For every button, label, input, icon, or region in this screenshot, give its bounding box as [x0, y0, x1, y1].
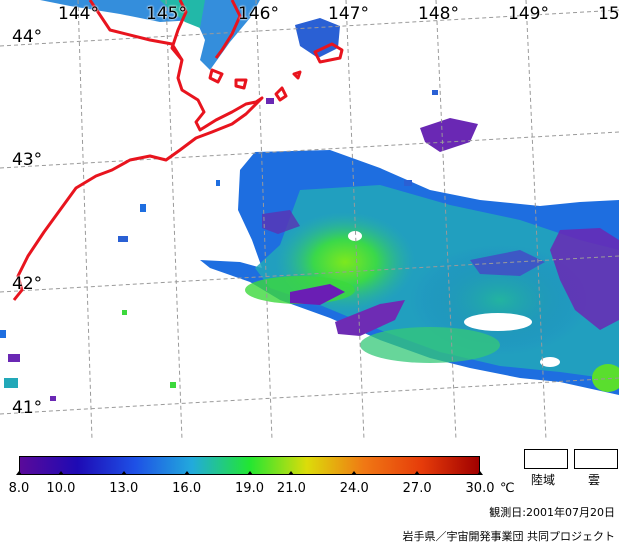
- scale-tick-mark: [183, 471, 190, 475]
- scale-tick-label: 21.0: [276, 481, 306, 496]
- observation-date: 観測日:2001年07月20日: [489, 506, 615, 519]
- cloud-key-swatch: [574, 449, 618, 469]
- cold-patch-4: [262, 210, 300, 234]
- scale-tick-mark: [477, 471, 483, 475]
- scale-tick-label: 24.0: [339, 481, 369, 496]
- longitude-label-148: 148°: [418, 4, 459, 24]
- scale-tick-mark: [120, 471, 127, 475]
- sst-north-patches: [40, 0, 478, 152]
- scale-tick-label: 27.0: [402, 481, 432, 496]
- scale-tick-label: 30.0: [465, 481, 495, 496]
- north-strip-teal: [160, 0, 205, 28]
- north-east-patch: [295, 18, 340, 58]
- latitude-label-43: 43°: [12, 150, 43, 170]
- hokkaido-coast: [12, 0, 264, 301]
- cloud-gap-3: [540, 357, 560, 367]
- scale-tick-mark: [16, 471, 22, 475]
- scale-tick-label: 13.0: [109, 481, 139, 496]
- coastline: [12, 0, 344, 301]
- longitude-label-147: 147°: [328, 4, 369, 24]
- credit-line: 岩手県／宇宙開発事業団 共同プロジェクト: [402, 530, 616, 543]
- warm-southeast: [592, 364, 619, 392]
- map-canvas: [0, 0, 619, 440]
- longitude-label-150: 15: [598, 4, 619, 24]
- north-strip: [40, 0, 260, 70]
- scattered-pixels: [0, 90, 438, 401]
- cold-patch-3: [335, 300, 405, 336]
- small-island: [292, 70, 302, 80]
- scale-tick-label: 10.0: [46, 481, 76, 496]
- cloud-key-label: 雲: [588, 473, 601, 487]
- land-key-label: 陸域: [531, 473, 556, 487]
- cold-patch-1: [550, 228, 619, 330]
- longitude-label-145: 145°: [146, 4, 187, 24]
- scale-tick-label: 19.0: [235, 481, 264, 496]
- scale-tick-label: 8.0: [8, 481, 30, 496]
- scale-tick-mark: [288, 471, 295, 475]
- teal-east: [410, 245, 590, 355]
- longitude-label-149: 149°: [508, 4, 549, 24]
- graticule: [0, 0, 619, 440]
- scale-tick-label: 16.0: [172, 481, 202, 496]
- kuril-coast-2: [214, 0, 242, 59]
- temperature-legend: ℃ 陸域 雲 観測日:2001年07月20日 岩手県／宇宙開発事業団 共同プロジ…: [0, 440, 619, 546]
- latitude-label-41: 41°: [12, 398, 43, 418]
- scale-tick-mark: [414, 471, 421, 475]
- green-south: [360, 327, 500, 363]
- kuril-coast-1: [170, 0, 188, 61]
- scale-tick-mark: [351, 471, 358, 475]
- cold-patch-2: [290, 284, 345, 305]
- cold-patch-5: [470, 250, 545, 276]
- kuril-island-2: [234, 78, 248, 90]
- cloud-gap-1: [464, 313, 532, 331]
- latitude-label-44: 44°: [12, 27, 43, 47]
- longitude-label-146: 146°: [238, 4, 279, 24]
- scale-tick-mark: [246, 471, 253, 475]
- land-key-swatch: [524, 449, 568, 469]
- cloud-gap-2: [348, 231, 362, 241]
- sea-surface-temperature-map: 144° 145° 146° 147° 148° 149° 15 44° 43°…: [0, 0, 619, 440]
- kuril-island-1: [208, 68, 224, 84]
- kuril-island-3: [274, 86, 288, 102]
- temperature-unit: ℃: [500, 481, 515, 496]
- latitude-label-42: 42°: [12, 274, 43, 294]
- scale-tick-mark: [57, 471, 64, 475]
- sst-swath: [200, 150, 619, 395]
- longitude-label-144: 144°: [58, 4, 99, 24]
- purple-patch-ne: [420, 118, 478, 152]
- shikotan-coast: [313, 42, 344, 64]
